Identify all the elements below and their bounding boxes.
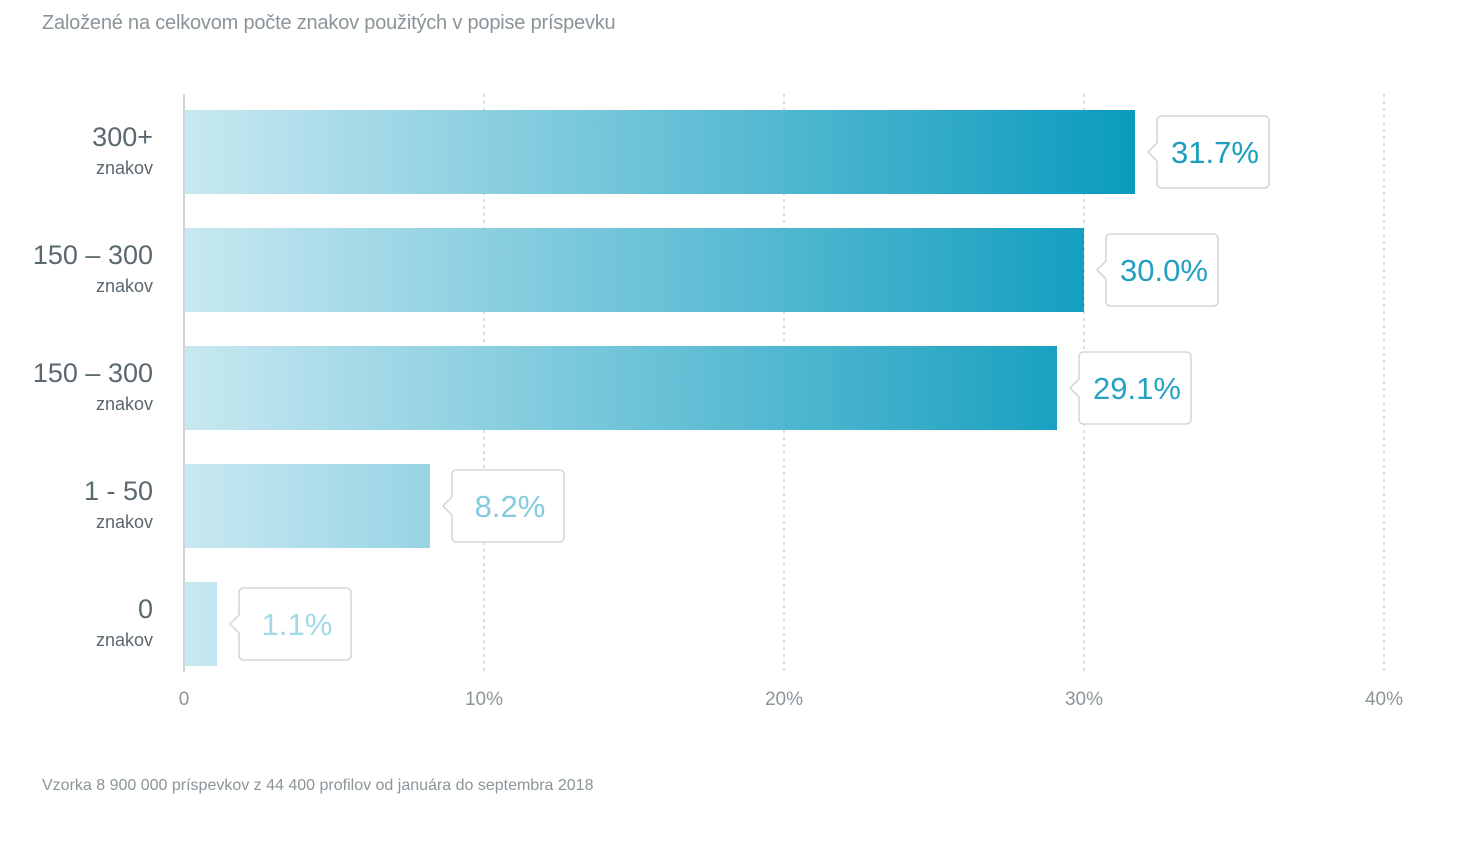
bar <box>185 582 217 666</box>
chart-footnote: Vzorka 8 900 000 príspevkov z 44 400 pro… <box>42 777 594 794</box>
value-label-box <box>1146 115 1270 189</box>
category-label: 150 – 300 <box>33 358 153 388</box>
bar <box>185 228 1084 312</box>
category-sublabel: znakov <box>96 630 153 650</box>
value-label: 30.0% <box>1120 253 1208 288</box>
category-label: 150 – 300 <box>33 240 153 270</box>
category-label: 1 - 50 <box>84 476 153 506</box>
bar <box>185 110 1135 194</box>
x-tick-label: 40% <box>1365 689 1403 710</box>
value-label: 8.2% <box>475 489 546 524</box>
chart-subtitle: Založené na celkovom počte znakov použit… <box>42 12 616 34</box>
category-label: 300+ <box>92 122 153 152</box>
x-tick-label: 10% <box>465 689 503 710</box>
value-label-box <box>1068 351 1192 425</box>
x-axis-ticks: 0 10% 20% 30% 40% <box>179 689 1403 710</box>
value-label: 31.7% <box>1171 135 1259 170</box>
value-labels: 31.7% 30.0% 29.1% 8.2% 1.1% <box>228 115 1270 661</box>
bar <box>185 346 1057 430</box>
bars <box>185 110 1135 666</box>
category-sublabel: znakov <box>96 276 153 296</box>
value-label: 1.1% <box>262 607 333 642</box>
x-tick-label: 0 <box>179 689 190 710</box>
value-label-box <box>441 469 565 543</box>
category-label: 0 <box>138 594 153 624</box>
x-tick-label: 20% <box>765 689 803 710</box>
value-label-box <box>228 587 352 661</box>
bar <box>185 464 430 548</box>
x-tick-label: 30% <box>1065 689 1103 710</box>
category-labels: 300+ znakov 150 – 300 znakov 150 – 300 znakov… <box>33 122 153 650</box>
category-sublabel: znakov <box>96 394 153 414</box>
value-label: 29.1% <box>1093 371 1181 406</box>
category-sublabel: znakov <box>96 158 153 178</box>
category-sublabel: znakov <box>96 512 153 532</box>
value-label-box <box>1095 233 1219 307</box>
